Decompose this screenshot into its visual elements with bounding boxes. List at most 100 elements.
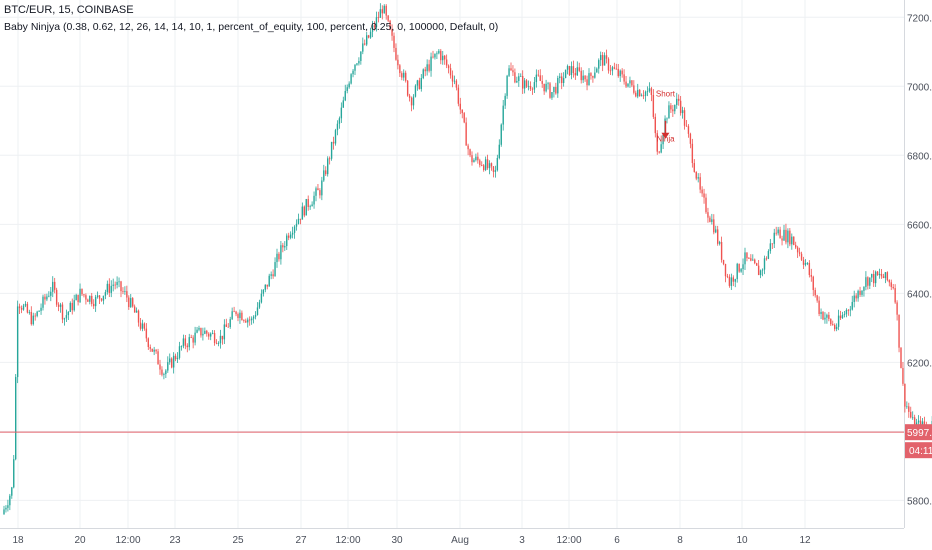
candle: [906, 406, 908, 408]
candle: [572, 66, 575, 74]
candle: [892, 286, 894, 289]
candle: [516, 80, 518, 83]
candle: [670, 105, 672, 110]
candle: [202, 333, 204, 336]
candle: [913, 417, 916, 430]
candle: [130, 298, 132, 308]
price-tick-label: 6800.00: [907, 151, 932, 162]
candle: [250, 318, 253, 321]
candle: [843, 314, 846, 316]
candle: [122, 291, 124, 292]
candle: [709, 217, 711, 222]
candle: [110, 285, 112, 293]
candle: [55, 289, 58, 305]
candle: [387, 15, 389, 21]
candle: [767, 251, 770, 259]
candle: [405, 72, 407, 81]
candle: [67, 311, 70, 316]
candle: [128, 297, 130, 308]
candle: [451, 75, 454, 82]
price-tick-label: 6200.00: [907, 358, 932, 369]
candle: [61, 304, 64, 320]
candle: [155, 349, 157, 352]
candle: [857, 290, 859, 299]
candle: [685, 125, 688, 127]
candle: [574, 73, 577, 76]
candle: [748, 258, 750, 260]
candle: [227, 326, 229, 328]
candle: [231, 311, 233, 320]
candle: [588, 73, 590, 86]
candle: [83, 294, 85, 296]
candle: [539, 75, 541, 81]
candle: [871, 274, 873, 278]
time-tick-label: Aug: [451, 535, 469, 546]
candle: [757, 265, 760, 276]
candle: [742, 264, 744, 270]
candle: [16, 306, 19, 378]
candle: [24, 303, 27, 306]
candle: [882, 276, 885, 279]
candle: [71, 302, 73, 311]
candle: [613, 67, 616, 69]
time-tick-label: 3: [519, 535, 525, 546]
chart-legend: BTC/EUR, 15, COINBASE Baby Ninjya (0.38,…: [4, 4, 498, 34]
candle: [869, 277, 871, 286]
candle: [689, 133, 692, 144]
candle: [159, 364, 161, 370]
candle: [490, 163, 493, 167]
candle: [342, 100, 344, 108]
candle: [190, 337, 192, 338]
candle: [549, 83, 551, 98]
time-tick-label: 23: [169, 535, 181, 546]
candle: [336, 123, 339, 131]
candle: [498, 144, 500, 159]
candle: [648, 88, 651, 92]
candle: [765, 258, 768, 260]
candle: [865, 277, 867, 287]
candle: [102, 295, 105, 301]
candle: [611, 67, 614, 71]
candle: [412, 96, 415, 106]
candle: [213, 333, 216, 343]
candle: [730, 277, 733, 286]
candle: [878, 273, 881, 276]
candle: [826, 314, 828, 318]
candle: [798, 252, 801, 254]
candle: [835, 326, 838, 330]
candle: [276, 253, 278, 263]
candle: [3, 509, 5, 515]
candle: [771, 243, 773, 245]
candle: [695, 171, 697, 179]
candle: [884, 272, 887, 279]
candle: [77, 294, 79, 303]
candle: [98, 295, 101, 299]
candle: [81, 288, 83, 295]
candle: [323, 170, 325, 181]
candle: [229, 319, 231, 328]
candle: [163, 374, 165, 375]
candle: [894, 288, 896, 303]
candle: [241, 312, 243, 321]
candle: [59, 304, 62, 307]
candle: [578, 67, 580, 71]
candle: [738, 263, 740, 272]
candle: [553, 86, 555, 93]
candle: [96, 295, 99, 297]
candle: [518, 76, 520, 81]
candle: [22, 305, 25, 310]
candle: [408, 95, 411, 98]
candle: [52, 281, 54, 292]
signal-label: Short: [656, 90, 676, 99]
candle: [837, 315, 840, 327]
candle: [467, 145, 469, 150]
candle: [580, 70, 582, 81]
time-tick-label: 30: [391, 535, 403, 546]
candle: [264, 284, 266, 290]
candle: [779, 229, 781, 239]
candle: [535, 74, 538, 83]
candle: [601, 55, 604, 66]
candle: [769, 243, 772, 252]
